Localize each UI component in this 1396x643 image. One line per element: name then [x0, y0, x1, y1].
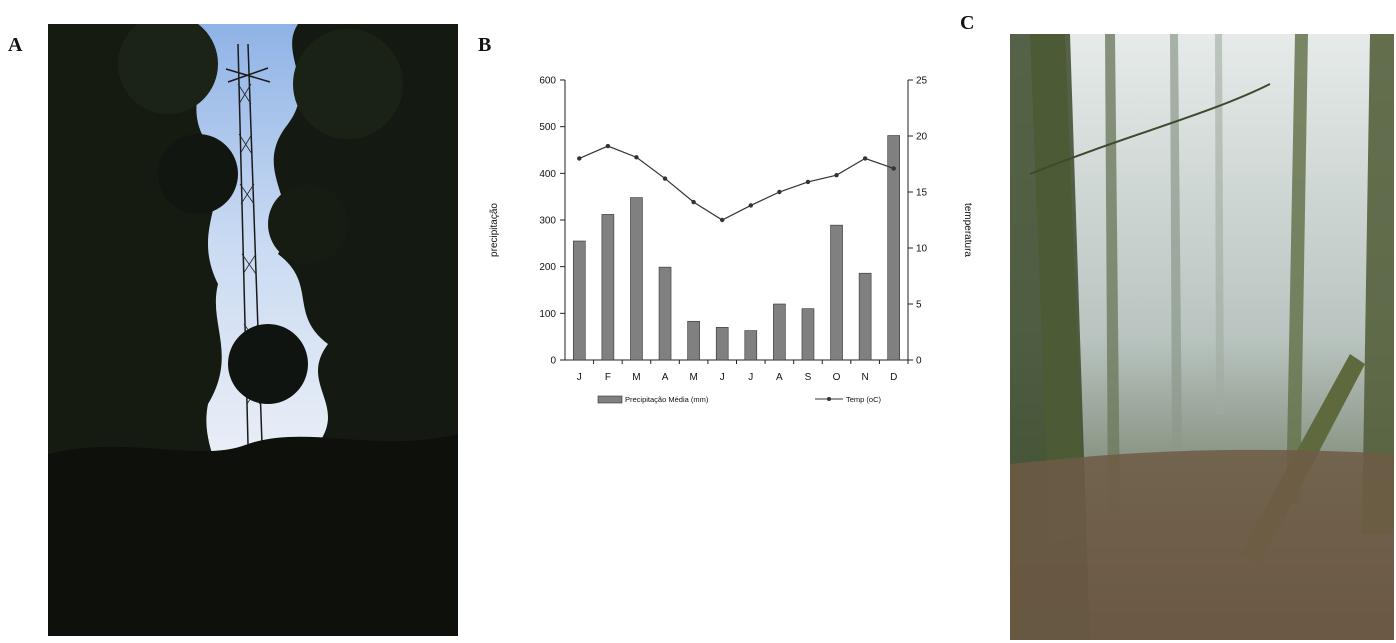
x-tick-label: D: [890, 372, 897, 383]
bar-precipitation: [572, 240, 586, 361]
forest-tower-photo: [48, 24, 458, 636]
bar-precipitation: [773, 303, 786, 361]
bar-precipitation: [858, 272, 872, 361]
bar-precipitation: [887, 135, 901, 361]
legend-label-temperature: Temp (oC): [846, 395, 882, 404]
y-tick-label-right: 25: [916, 76, 928, 87]
bar-precipitation: [687, 320, 700, 361]
point-temperature: [605, 143, 611, 149]
y-tick-label-right: 15: [916, 188, 928, 199]
climate-chart: precipitação temperatura 010020030040050…: [489, 76, 973, 405]
bamboo-forest-photo: [1010, 34, 1394, 640]
bar-precipitation: [658, 266, 672, 361]
legend: Precipitação Média (mm) Temp (oC): [597, 395, 882, 404]
bar-precipitation: [630, 197, 643, 361]
y-tick-label-left: 200: [539, 262, 556, 273]
y-axis-left-title: precipitação: [489, 203, 500, 257]
point-temperature: [634, 155, 639, 160]
y-axis-right-title: temperatura: [962, 203, 973, 257]
y-tick-label-right: 10: [916, 244, 928, 255]
y-axis-left-label: precipitação: [489, 203, 500, 257]
point-temperature: [891, 166, 896, 171]
x-tick-label: F: [605, 372, 611, 383]
y-tick-label-right: 20: [916, 132, 928, 143]
bar-precipitation: [830, 224, 843, 361]
bar-precipitation: [744, 330, 758, 361]
x-tick-label: J: [748, 372, 753, 383]
point-temperature: [748, 203, 753, 208]
plot-area: 0 100 200 300 400 500 600 0 5 10 15 20 25 J F M A M J J A S O N…: [539, 76, 927, 384]
point-temperature: [777, 189, 782, 195]
x-tick-label: N: [862, 372, 869, 383]
line-temperature: [579, 145, 894, 221]
point-temperature: [862, 156, 868, 161]
point-temperature: [834, 173, 839, 178]
y-axis-right-label: temperatura: [962, 203, 973, 257]
y-tick-label-left: 500: [539, 122, 556, 133]
legend-label-precipitation: Precipitação Média (mm): [625, 395, 709, 404]
panel-label-c: C: [960, 12, 975, 34]
y-tick-label-left: 400: [539, 169, 556, 180]
point-temperature: [691, 199, 696, 205]
bar-precipitation: [801, 308, 815, 361]
legend-marker-temperature: [827, 397, 831, 401]
bar-precipitation: [601, 214, 615, 361]
x-tick-label: M: [632, 372, 640, 383]
x-tick-label: J: [720, 372, 725, 383]
panel-label-a: A: [8, 34, 23, 56]
x-tick-label: M: [689, 372, 697, 383]
y-tick-label-right: 5: [916, 300, 922, 311]
point-temperature: [662, 176, 668, 181]
y-tick-label-left: 300: [539, 216, 556, 227]
x-tick-label: S: [805, 372, 812, 383]
x-tick-label: A: [776, 372, 783, 383]
panel-label-b: B: [478, 34, 492, 56]
y-tick-label-left: 0: [550, 356, 556, 367]
point-temperature: [720, 217, 725, 223]
bar-precipitation: [715, 327, 729, 361]
point-temperature: [577, 156, 582, 161]
point-temperature: [805, 179, 811, 185]
y-tick-label-left: 100: [539, 309, 556, 320]
y-tick-label-right: 0: [916, 356, 922, 367]
y-tick-label-left: 600: [539, 76, 556, 87]
x-tick-label: A: [662, 372, 669, 383]
legend-swatch-precipitation: [597, 395, 623, 404]
x-tick-label: O: [833, 372, 841, 383]
x-tick-label: J: [577, 372, 582, 383]
